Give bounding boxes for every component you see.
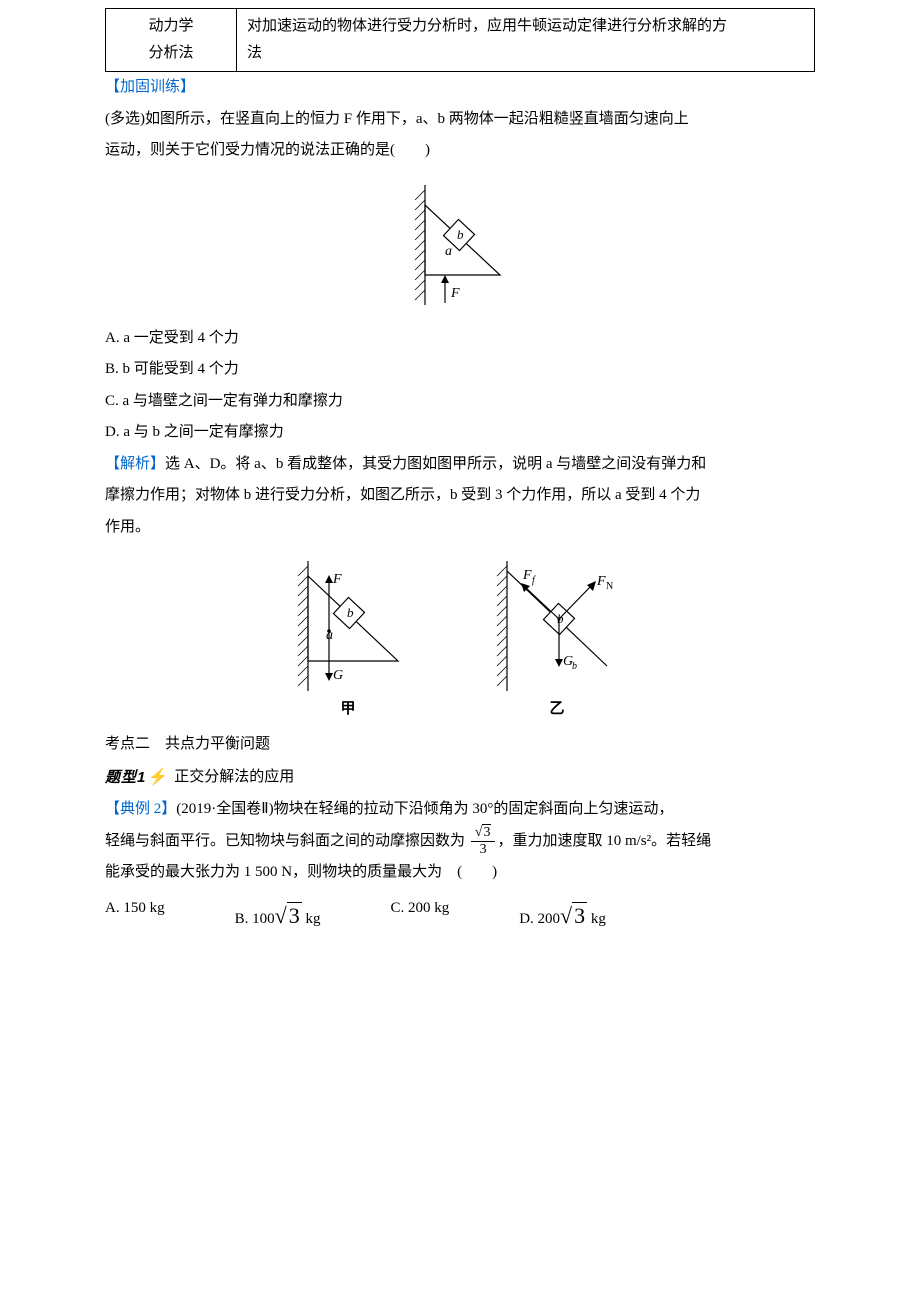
ex-line2: 轻绳与斜面平行。已知物块与斜面之间的动摩擦因数为 √3 3 ，重力加速度取 10… (105, 826, 815, 858)
choice-A: A. 150 kg (105, 893, 165, 939)
svg-text:b: b (347, 605, 354, 620)
type-badge: 题型1⚡ (105, 761, 174, 795)
reinforce-tag: 【加固训练】 (105, 79, 195, 95)
p1-stem-line2: 运动，则关于它们受力情况的说法正确的是( ) (105, 135, 815, 167)
table-left-line1: 动力学 (148, 18, 193, 34)
choice-B: B. 100√3 kg (235, 893, 321, 939)
analysis-tag: 【解析】 (105, 456, 165, 472)
fig1-label-b: b (457, 227, 464, 242)
table-right-line1: 对加速运动的物体进行受力分析时，应用牛顿运动定律进行分析求解的方 (247, 18, 727, 34)
p1-stem-line1: (多选)如图所示，在竖直向上的恒力 F 作用下，a、b 两物体一起沿粗糙竖直墙面… (105, 104, 815, 136)
table-left-cell: 动力学 分析法 (106, 9, 237, 72)
figure-1: a b F (105, 175, 815, 315)
frac-num: √3 (471, 826, 496, 842)
optD: D. a 与 b 之间一定有摩擦力 (105, 417, 815, 449)
svg-text:乙: 乙 (549, 701, 564, 717)
svg-text:G: G (333, 668, 343, 683)
optB: B. b 可能受到 4 个力 (105, 354, 815, 386)
table-right-line2: 法 (247, 45, 262, 61)
analysis-line3: 作用。 (105, 512, 815, 544)
choice-C: C. 200 kg (390, 893, 449, 939)
svg-text:甲: 甲 (341, 700, 356, 717)
type-text: 正交分解法的应用 (174, 769, 294, 785)
type-line: 题型1⚡ 正交分解法的应用 (105, 761, 815, 795)
example-choices: A. 150 kg B. 100√3 kg C. 200 kg D. 200√3… (105, 893, 815, 939)
page: 动力学 分析法 对加速运动的物体进行受力分析时，应用牛顿运动定律进行分析求解的方… (0, 8, 920, 1310)
optC: C. a 与墙壁之间一定有弹力和摩擦力 (105, 386, 815, 418)
optA: A. a 一定受到 4 个力 (105, 323, 815, 355)
svg-text:N: N (606, 581, 613, 592)
ex-line2a: 轻绳与斜面平行。已知物块与斜面之间的动摩擦因数为 (105, 833, 465, 849)
analysis-line1: 选 A、D。将 a、b 看成整体，其受力图如图甲所示，说明 a 与墙壁之间没有弹… (165, 456, 706, 472)
table-right-cell: 对加速运动的物体进行受力分析时，应用牛顿运动定律进行分析求解的方 法 (237, 9, 815, 72)
frac-den: 3 (471, 842, 496, 857)
ex-line1: (2019·全国卷Ⅱ)物块在轻绳的拉动下沿倾角为 30°的固定斜面向上匀速运动， (176, 801, 673, 817)
svg-text:f: f (532, 575, 536, 586)
figure-2: a b F G 甲 (105, 551, 815, 721)
ex-line2b: ，重力加速度取 10 m/s²。若轻绳 (497, 833, 711, 849)
svg-text:F: F (522, 568, 532, 583)
fig1-label-a: a (445, 244, 452, 259)
choice-D: D. 200√3 kg (519, 893, 606, 939)
svg-text:F: F (332, 572, 342, 587)
svg-text:F: F (596, 574, 606, 589)
svg-text:b: b (572, 661, 577, 672)
example-tag: 【典例 2】 (105, 801, 176, 817)
p1-options: A. a 一定受到 4 个力 B. b 可能受到 4 个力 C. a 与墙壁之间… (105, 323, 815, 449)
method-table: 动力学 分析法 对加速运动的物体进行受力分析时，应用牛顿运动定律进行分析求解的方… (105, 8, 815, 72)
type-badge-text: 题型1 (105, 769, 146, 786)
friction-fraction: √3 3 (471, 826, 496, 857)
kd2-heading: 考点二 共点力平衡问题 (105, 729, 815, 761)
analysis-line2: 摩擦力作用；对物体 b 进行受力分析，如图乙所示，b 受到 3 个力作用，所以 … (105, 480, 815, 512)
bolt-icon: ⚡ (146, 769, 170, 786)
ex-line3: 能承受的最大张力为 1 500 N，则物块的质量最大为 ( ) (105, 857, 815, 889)
fig1-label-F: F (450, 286, 460, 301)
table-left-line2: 分析法 (148, 45, 193, 61)
